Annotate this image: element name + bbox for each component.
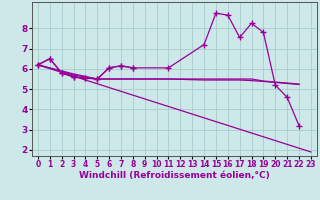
X-axis label: Windchill (Refroidissement éolien,°C): Windchill (Refroidissement éolien,°C) [79,171,270,180]
